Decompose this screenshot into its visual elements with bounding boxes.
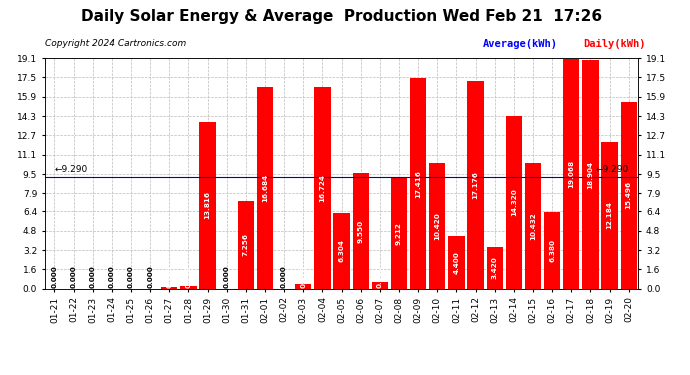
Text: 6.380: 6.380 (549, 239, 555, 262)
Text: 0.000: 0.000 (90, 266, 96, 288)
Text: 0.000: 0.000 (70, 266, 77, 288)
Bar (525, 163, 541, 289)
Bar (199, 122, 216, 289)
Text: 16.684: 16.684 (262, 174, 268, 202)
Bar (467, 81, 484, 289)
Bar (257, 87, 273, 289)
Text: ←9.290: ←9.290 (55, 165, 88, 174)
Text: 0.000: 0.000 (52, 266, 57, 288)
Bar (391, 177, 407, 289)
Bar (506, 116, 522, 289)
Text: 12.184: 12.184 (607, 201, 613, 229)
Bar (620, 102, 637, 289)
Bar (582, 60, 598, 289)
Bar (448, 236, 464, 289)
Text: Daily Solar Energy & Average  Production Wed Feb 21  17:26: Daily Solar Energy & Average Production … (81, 9, 602, 24)
Bar (410, 78, 426, 289)
Text: 13.816: 13.816 (204, 191, 210, 219)
Text: 16.724: 16.724 (319, 174, 326, 202)
Bar (353, 173, 369, 289)
Bar (544, 212, 560, 289)
Text: Average(kWh): Average(kWh) (483, 39, 558, 50)
Text: 9.212: 9.212 (396, 222, 402, 245)
Text: 19.068: 19.068 (569, 160, 574, 188)
Text: 17.176: 17.176 (473, 171, 479, 199)
Bar (486, 248, 503, 289)
Text: 7.256: 7.256 (243, 234, 249, 256)
Text: 0.000: 0.000 (147, 266, 153, 288)
Bar (333, 213, 350, 289)
Text: 0.148: 0.148 (166, 265, 172, 288)
Bar (602, 142, 618, 289)
Text: 10.420: 10.420 (434, 212, 440, 240)
Text: 0.428: 0.428 (300, 265, 306, 288)
Text: 0.520: 0.520 (377, 265, 383, 288)
Text: 0.000: 0.000 (281, 266, 287, 288)
Text: 0.000: 0.000 (109, 266, 115, 288)
Text: Daily(kWh): Daily(kWh) (583, 39, 646, 50)
Text: 14.320: 14.320 (511, 188, 517, 216)
Text: 6.304: 6.304 (339, 239, 344, 262)
Bar (563, 58, 580, 289)
Bar (237, 201, 254, 289)
Text: ←9.290: ←9.290 (595, 165, 629, 174)
Text: 0.232: 0.232 (186, 266, 191, 288)
Text: 15.496: 15.496 (626, 181, 631, 209)
Text: Copyright 2024 Cartronics.com: Copyright 2024 Cartronics.com (45, 39, 186, 48)
Text: 4.400: 4.400 (453, 251, 460, 273)
Text: 18.904: 18.904 (587, 160, 593, 189)
Bar (161, 287, 177, 289)
Text: 3.420: 3.420 (492, 257, 497, 279)
Text: 9.550: 9.550 (357, 219, 364, 243)
Bar (372, 282, 388, 289)
Text: 10.432: 10.432 (530, 212, 536, 240)
Bar (314, 87, 331, 289)
Bar (180, 286, 197, 289)
Bar (429, 163, 446, 289)
Text: 17.416: 17.416 (415, 170, 421, 198)
Text: 0.000: 0.000 (224, 266, 230, 288)
Bar (295, 284, 311, 289)
Text: 0.000: 0.000 (128, 266, 134, 288)
